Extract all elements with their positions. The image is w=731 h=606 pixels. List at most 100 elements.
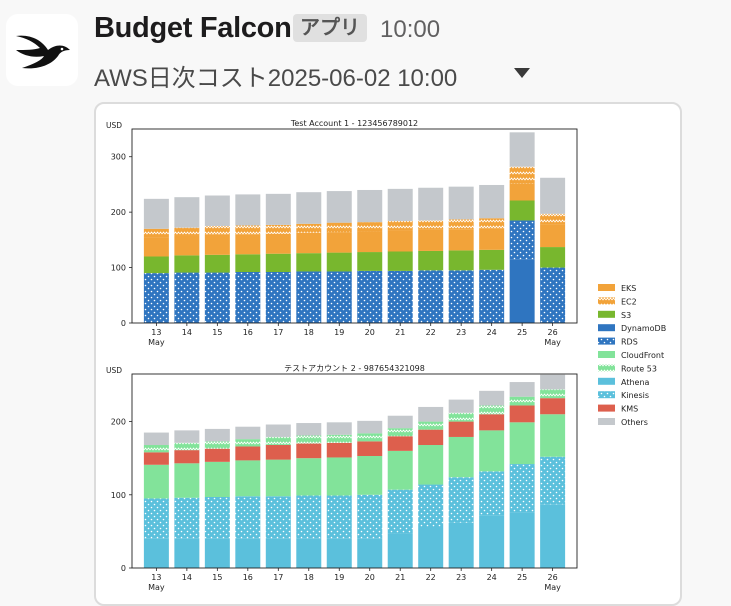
bar-segment [540, 177, 566, 214]
bar-segment [265, 538, 291, 568]
bar-segment [296, 271, 322, 323]
bar-segment [357, 270, 383, 323]
y-tick-label: 300 [111, 153, 126, 162]
chevron-down-icon[interactable] [512, 64, 532, 82]
bar-segment [448, 522, 474, 568]
bar-segment [448, 421, 474, 437]
legend-label: Athena [621, 378, 650, 387]
x-tick-label: 20 [365, 328, 375, 337]
bar-segment [265, 272, 291, 323]
bar-segment [143, 498, 169, 539]
chart-title: Test Account 1 - 123456789012 [290, 119, 418, 128]
y-tick-label: 200 [111, 418, 126, 427]
bar-segment [296, 443, 322, 459]
bar-segment [174, 430, 200, 443]
legend-swatch [598, 418, 615, 425]
x-tick-label: 20 [365, 573, 375, 582]
app-avatar[interactable] [6, 14, 78, 86]
bar-segment [357, 433, 383, 442]
legend-swatch [598, 391, 615, 399]
bar-segment [387, 188, 413, 222]
bar-segment [479, 471, 505, 516]
bar-segment [448, 477, 474, 523]
bar-segment [326, 538, 352, 568]
bar-segment [387, 270, 413, 323]
y-tick-label: 0 [121, 564, 126, 573]
bar-segment [204, 226, 230, 235]
sender-name[interactable]: Budget Falcon [94, 12, 292, 44]
bar-segment [204, 441, 230, 449]
bar-segment [174, 255, 200, 273]
bar-segment [479, 414, 505, 431]
bar-segment [418, 406, 444, 422]
bar-segment [509, 396, 535, 406]
bar-segment [174, 197, 200, 228]
bar-segment [326, 271, 352, 323]
bar-segment [326, 457, 352, 496]
bar-segment [357, 538, 383, 568]
bar-segment [387, 428, 413, 437]
bar-segment [387, 436, 413, 451]
bar-segment [235, 426, 261, 440]
x-tick-label: 14 [182, 573, 192, 582]
bar-segment [326, 191, 352, 223]
bar-segment [509, 166, 535, 184]
bar-segment [540, 414, 566, 457]
x-tick-label: 13 [151, 573, 161, 582]
bar-segment [448, 250, 474, 271]
x-tick-label: 26 [548, 573, 558, 582]
bar-segment [326, 434, 352, 443]
x-tick-label: 25 [517, 573, 527, 582]
chart-title: テストアカウント 2 - 987654321098 [284, 364, 425, 373]
legend-swatch [598, 310, 615, 318]
bar-segment [235, 460, 261, 497]
bar-segment [479, 430, 505, 472]
bar-segment [448, 436, 474, 478]
bar-segment [357, 222, 383, 232]
legend-label: CloudFront [621, 351, 664, 360]
bar-segment [540, 504, 566, 568]
bar-segment [418, 484, 444, 528]
bar-segment [509, 183, 535, 201]
bar-segment [265, 436, 291, 446]
bar-segment [204, 195, 230, 226]
message-timestamp[interactable]: 10:00 [380, 16, 441, 43]
bar-segment [143, 273, 169, 323]
bar-segment [296, 423, 322, 436]
bar-segment [387, 251, 413, 271]
bar-segment [509, 220, 535, 260]
x-tick-label: 13 [151, 328, 161, 337]
bar-segment [235, 234, 261, 255]
legend-label: Route 53 [621, 364, 657, 373]
bar-segment [387, 533, 413, 568]
bar-segment [357, 441, 383, 456]
bar-segment [174, 450, 200, 464]
x-month-label: May [544, 583, 561, 592]
legend-swatch [598, 284, 615, 291]
bar-segment [204, 254, 230, 273]
legend-swatch [598, 351, 615, 358]
bar-segment [418, 270, 444, 323]
falcon-logo-icon [16, 35, 70, 69]
bar-segment [174, 497, 200, 539]
bar-segment [326, 495, 352, 539]
chart-legend: EKS EC2 S3 DynamoDB RDS CloudFront Route 53 Ath… [598, 284, 666, 427]
chart-image-attachment[interactable]: Test Account 1 - 123456789012 USD 0 100 200 3… [94, 102, 682, 606]
x-tick-label: 17 [273, 573, 283, 582]
bar-segment [418, 187, 444, 221]
legend-label: RDS [621, 338, 638, 347]
legend-swatch [598, 297, 615, 305]
bar-segment [235, 194, 261, 226]
x-tick-label: 14 [182, 328, 192, 337]
bar-segment [265, 459, 291, 497]
bar-segment [143, 538, 169, 568]
bar-segment [448, 229, 474, 251]
bar-segment [265, 445, 291, 460]
bar-segment [174, 538, 200, 568]
bar-segment [174, 227, 200, 236]
legend-label: S3 [621, 311, 631, 320]
x-tick-label: 21 [395, 573, 405, 582]
bar-segment [357, 420, 383, 434]
y-axis-label: USD [106, 366, 122, 375]
bar-segment [296, 253, 322, 272]
